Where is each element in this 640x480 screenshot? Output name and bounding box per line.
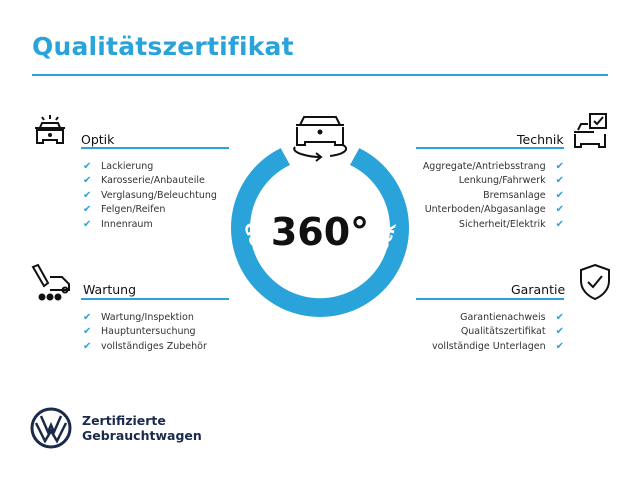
check-icon: ✔ <box>83 160 92 172</box>
list-item: ✔ Wartung/Inspektion <box>83 310 207 325</box>
section-divider <box>81 298 229 300</box>
garantie-list: Garantienachweis ✔ Qualitätszertifikat ✔ v… <box>432 310 564 354</box>
check-icon: ✔ <box>83 326 92 338</box>
list-item: ✔ Karosserie/Anbauteile <box>83 174 217 189</box>
check-icon: ✔ <box>555 326 564 338</box>
check-icon: ✔ <box>555 340 564 352</box>
item-label: Felgen/Reifen <box>101 204 166 216</box>
section-title-optik: Optik <box>81 132 115 147</box>
check-icon: ✔ <box>555 175 564 187</box>
item-label: Verglasung/Beleuchtung <box>101 189 217 201</box>
check-icon: ✔ <box>83 218 92 230</box>
section-divider <box>81 147 229 149</box>
shield-check-icon <box>580 263 610 301</box>
item-label: Wartung/Inspektion <box>101 311 194 323</box>
check-icon: ✔ <box>555 311 564 323</box>
list-item: ✔ Verglasung/Beleuchtung <box>83 188 217 203</box>
item-label: Lackierung <box>101 160 154 172</box>
list-item: ✔ Innenraum <box>83 217 217 232</box>
title-divider <box>32 74 608 76</box>
brand-line1: Zertifizierte <box>82 413 166 428</box>
list-item: Bremsanlage ✔ <box>423 188 564 203</box>
service-car-icon <box>31 263 70 301</box>
list-item: Sicherheit/Elektrik ✔ <box>423 217 564 232</box>
technik-list: Aggregate/Antriebsstrang ✔ Lenkung/Fahrwe… <box>423 159 564 232</box>
section-title-technik: Technik <box>517 132 564 147</box>
item-label: vollständige Unterlagen <box>432 340 546 352</box>
item-label: Garantienachweis <box>460 311 546 323</box>
list-item: ✔ Hauptuntersuchung <box>83 325 207 340</box>
check-icon: ✔ <box>83 204 92 216</box>
item-label: Sicherheit/Elektrik <box>458 218 546 230</box>
section-divider <box>416 147 564 149</box>
check-icon: ✔ <box>83 340 92 352</box>
list-item: Lenkung/Fahrwerk ✔ <box>423 174 564 189</box>
car-lights-icon <box>35 115 65 144</box>
list-item: Aggregate/Antriebsstrang ✔ <box>423 159 564 174</box>
item-label: Aggregate/Antriebsstrang <box>422 160 546 172</box>
item-label: Bremsanlage <box>483 189 546 201</box>
check-icon: ✔ <box>555 189 564 201</box>
page-title: Qualitätszertifikat <box>32 32 294 61</box>
check-icon: ✔ <box>83 175 92 187</box>
big-360: 360° <box>271 210 369 254</box>
item-label: Innenraum <box>101 218 153 230</box>
check-icon: ✔ <box>83 189 92 201</box>
item-label: Hauptuntersuchung <box>101 326 196 338</box>
list-item: ✔ vollständiges Zubehör <box>83 339 207 354</box>
brand-line2: Gebrauchtwagen <box>82 428 202 443</box>
list-item: Unterboden/Abgasanlage ✔ <box>423 203 564 218</box>
section-title-garantie: Garantie <box>511 282 566 297</box>
list-item: Garantienachweis ✔ <box>432 310 564 325</box>
optik-list: ✔ Lackierung ✔ Karosserie/Anbauteile ✔ Verg… <box>83 159 217 232</box>
vw-logo <box>30 407 72 449</box>
check-360-badge: Gebrauchtwagen-Check 360° <box>231 116 409 317</box>
car-rotate-icon <box>293 116 348 162</box>
section-title-wartung: Wartung <box>83 282 137 297</box>
check-icon: ✔ <box>555 218 564 230</box>
list-item: ✔ Felgen/Reifen <box>83 203 217 218</box>
item-label: Qualitätszertifikat <box>460 326 546 338</box>
item-label: vollständiges Zubehör <box>101 340 207 352</box>
list-item: Qualitätszertifikat ✔ <box>432 325 564 340</box>
section-divider <box>416 298 564 300</box>
check-icon: ✔ <box>555 204 564 216</box>
brand-text: Zertifizierte Gebrauchtwagen <box>82 413 202 443</box>
check-icon: ✔ <box>83 311 92 323</box>
wartung-list: ✔ Wartung/Inspektion ✔ Hauptuntersuchung ✔… <box>83 310 207 354</box>
check-icon: ✔ <box>555 160 564 172</box>
list-item: ✔ Lackierung <box>83 159 217 174</box>
item-label: Unterboden/Abgasanlage <box>424 204 546 216</box>
list-item: vollständige Unterlagen ✔ <box>432 339 564 354</box>
item-label: Karosserie/Anbauteile <box>101 175 205 187</box>
item-label: Lenkung/Fahrwerk <box>458 175 546 187</box>
car-check-icon <box>574 113 607 148</box>
